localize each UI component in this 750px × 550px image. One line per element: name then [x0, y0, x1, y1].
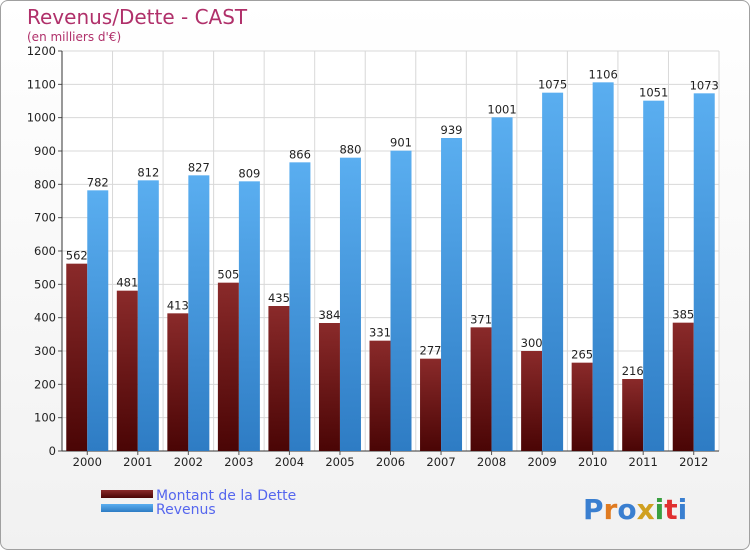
bar-revenus: [87, 190, 109, 452]
y-tick-label: 1200: [27, 44, 56, 58]
bar-dette: [369, 340, 391, 451]
data-label-revenus: 809: [238, 166, 260, 180]
logo-letter: t: [664, 493, 677, 526]
y-tick-label: 600: [34, 244, 56, 258]
data-label-revenus: 880: [339, 143, 361, 157]
data-label-revenus: 1051: [639, 86, 668, 100]
x-tick-label: 2011: [629, 455, 658, 469]
data-label-revenus: 782: [87, 175, 109, 189]
y-tick-label: 800: [34, 177, 56, 191]
data-label-revenus: 812: [137, 165, 159, 179]
x-tick-label: 2003: [224, 455, 253, 469]
bar-revenus: [137, 180, 159, 452]
data-label-dette: 384: [318, 308, 340, 322]
x-tick-label: 2008: [477, 455, 506, 469]
x-tick-label: 2002: [174, 455, 203, 469]
data-label-dette: 413: [167, 298, 189, 312]
legend-swatch-revenus: [101, 504, 153, 512]
bar-dette: [167, 313, 189, 451]
data-label-revenus: 1106: [589, 67, 618, 81]
x-tick-label: 2000: [73, 455, 102, 469]
logo-letter: i: [678, 493, 688, 526]
data-label-dette: 265: [571, 348, 593, 362]
bar-revenus: [390, 150, 412, 451]
logo-letter: P: [583, 493, 604, 526]
data-label-revenus: 1075: [538, 78, 567, 92]
bar-revenus: [238, 181, 260, 452]
x-tick-label: 2012: [679, 455, 708, 469]
data-labels: 562 782 481 812 413 827 505 809 435 866 384 880 331 9…: [66, 67, 719, 378]
logo-letter: r: [604, 493, 618, 526]
chart-title: Revenus/Dette - CAST: [27, 5, 248, 29]
proxiti-logo: Proxiti: [583, 493, 687, 526]
x-tick-label: 2004: [275, 455, 304, 469]
legend-swatch-dette: [101, 490, 153, 498]
bar-dette: [470, 327, 492, 451]
bar-dette: [672, 322, 694, 451]
data-label-dette: 481: [116, 276, 138, 290]
data-label-revenus: 901: [390, 136, 412, 150]
y-tick-label: 300: [34, 344, 56, 358]
logo-letter: o: [617, 493, 636, 526]
data-label-dette: 331: [369, 326, 391, 340]
bar-revenus: [339, 157, 361, 451]
bar-dette: [268, 306, 290, 451]
legend-label-dette: Montant de la Dette: [156, 488, 296, 504]
y-tick-label: 0: [49, 444, 56, 458]
logo-letter: x: [637, 493, 655, 526]
bar-dette: [66, 263, 88, 451]
data-label-revenus: 939: [441, 123, 463, 137]
y-tick-label: 200: [34, 377, 56, 391]
bar-revenus: [188, 175, 210, 452]
bar-revenus: [592, 82, 614, 451]
data-label-revenus: 1001: [487, 102, 516, 116]
data-label-dette: 371: [470, 312, 492, 326]
data-label-dette: 505: [217, 268, 239, 282]
data-label-dette: 300: [521, 336, 543, 350]
y-tick-label: 500: [34, 277, 56, 291]
bar-dette: [116, 290, 138, 451]
y-tick-label: 100: [34, 411, 56, 425]
y-tick-label: 1100: [27, 77, 56, 91]
x-tick-label: 2006: [376, 455, 405, 469]
x-tick-label: 2010: [578, 455, 607, 469]
bar-dette: [420, 358, 442, 451]
x-tick-label: 2001: [123, 455, 152, 469]
bar-dette: [521, 351, 543, 451]
bars: [66, 82, 715, 452]
x-tick-label: 2007: [426, 455, 455, 469]
bar-revenus: [491, 117, 513, 451]
bar-revenus: [693, 93, 715, 451]
data-label-dette: 562: [66, 249, 88, 263]
data-label-dette: 435: [268, 291, 290, 305]
y-tick-label: 1000: [27, 111, 56, 125]
data-label-dette: 216: [622, 364, 644, 378]
data-label-dette: 277: [420, 344, 442, 358]
data-label-revenus: 827: [188, 160, 210, 174]
bar-revenus: [289, 162, 311, 452]
bar-dette: [571, 362, 593, 451]
y-tick-label: 400: [34, 311, 56, 325]
bar-revenus: [441, 138, 463, 451]
data-label-revenus: 866: [289, 147, 311, 161]
data-label-dette: 385: [672, 308, 694, 322]
legend-label-revenus: Revenus: [156, 502, 216, 518]
bar-revenus: [542, 92, 564, 452]
y-tick-label: 700: [34, 211, 56, 225]
data-label-revenus: 1073: [690, 78, 719, 92]
x-tick-label: 2009: [527, 455, 556, 469]
logo-letter: i: [655, 493, 665, 526]
bar-dette: [318, 323, 340, 451]
x-tick-label: 2005: [325, 455, 354, 469]
chart-subtitle: (en milliers d'€): [27, 30, 121, 44]
bar-dette: [622, 379, 644, 451]
bar-revenus: [643, 100, 665, 452]
bar-dette: [217, 282, 239, 451]
y-tick-label: 900: [34, 144, 56, 158]
